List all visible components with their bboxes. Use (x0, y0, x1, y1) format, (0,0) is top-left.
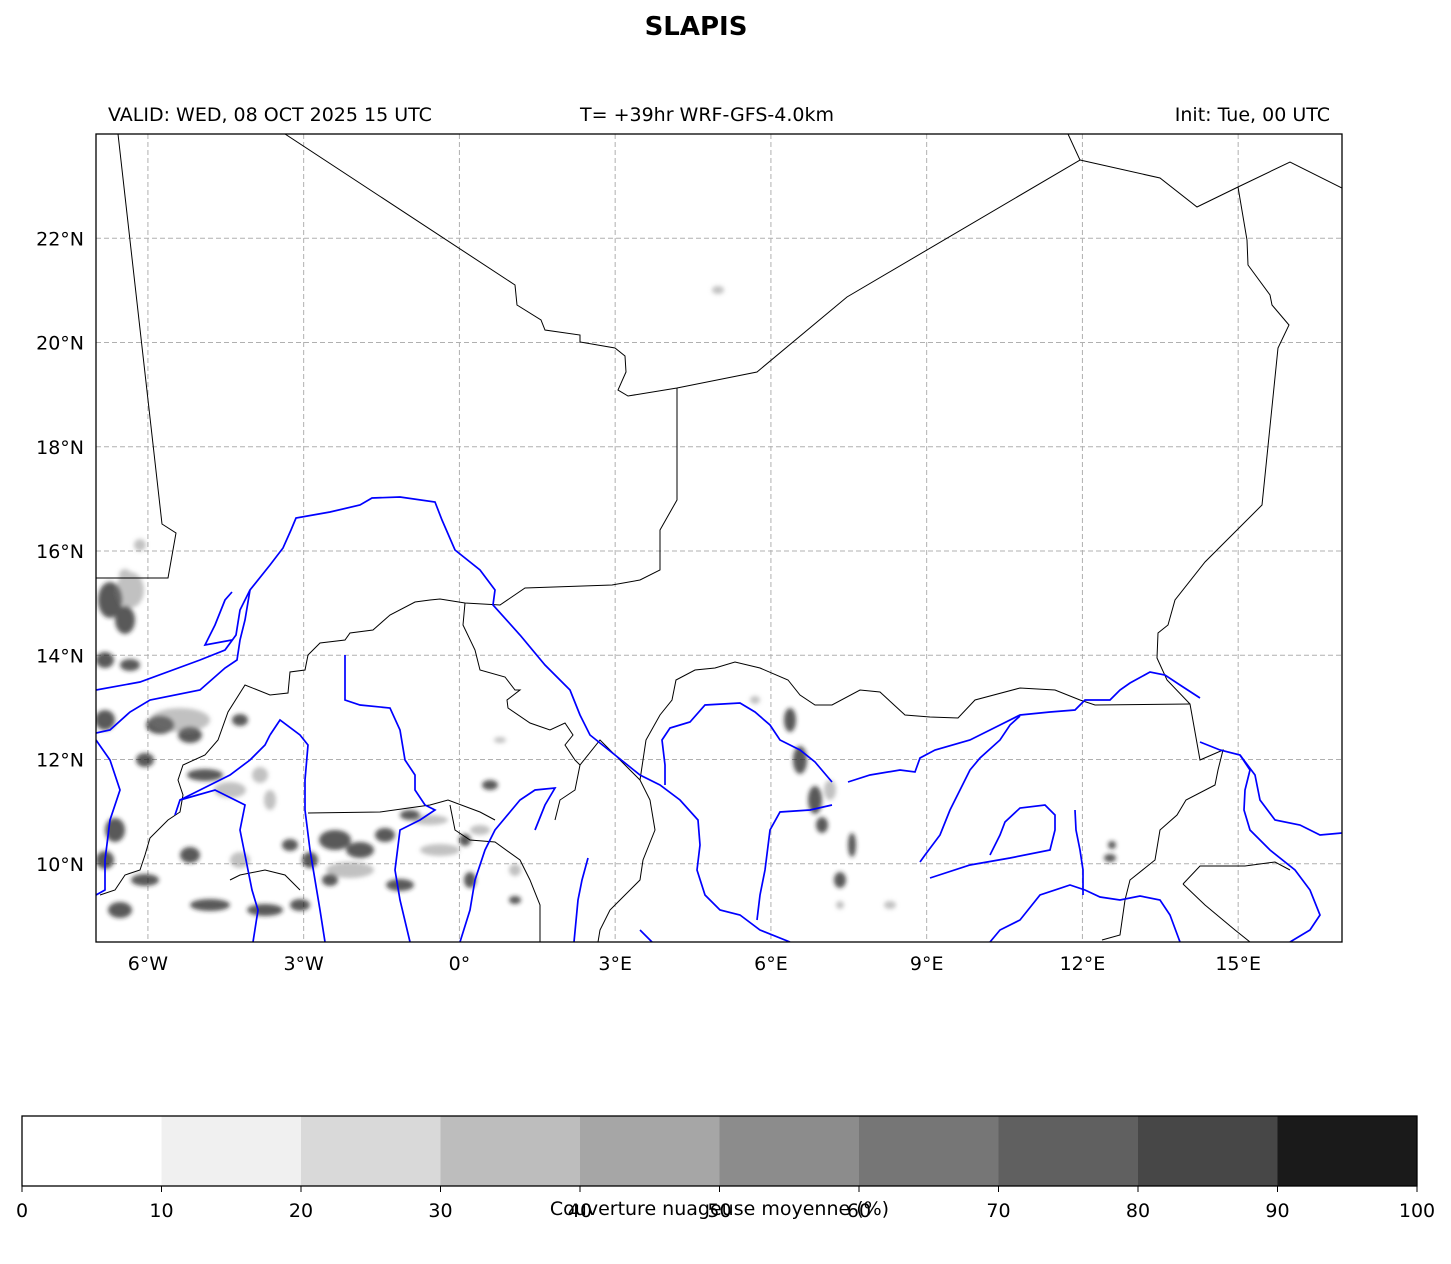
colorbar-tick-label: 0 (16, 1200, 28, 1222)
colorbar-segment (998, 1116, 1139, 1186)
country-borders (96, 134, 1342, 942)
colorbar-tick-label: 30 (428, 1200, 452, 1222)
colorbar-tick-label: 50 (707, 1200, 731, 1222)
lon-tick-label: 6°W (128, 953, 169, 975)
lat-tick-label: 22°N (36, 228, 84, 250)
colorbar-segment (301, 1116, 441, 1186)
colorbar-segment (719, 1116, 860, 1186)
colorbar-segment (580, 1116, 720, 1186)
colorbar: 0 10 20 30 40 50 60 70 80 90 100 (16, 1115, 1435, 1222)
colorbar-segment (1138, 1116, 1278, 1186)
colorbar-segment (859, 1116, 999, 1186)
lon-tick-label: 0° (449, 953, 471, 975)
colorbar-tick-label: 70 (986, 1200, 1010, 1222)
lon-tick-label: 9°E (910, 953, 944, 975)
colorbar-tick-label: 100 (1399, 1200, 1435, 1222)
longitude-labels: 6°W 3°W 0° 3°E 6°E 9°E 12°E 15°E (128, 953, 1261, 975)
lon-tick-label: 3°W (283, 953, 324, 975)
lon-tick-label: 12°E (1060, 953, 1106, 975)
map-frame (95, 133, 1343, 943)
lat-tick-label: 10°N (36, 854, 84, 876)
colorbar-segment (161, 1116, 302, 1186)
lat-tick-label: 18°N (36, 437, 84, 459)
gridlines (96, 134, 1342, 942)
cloud-cover-field (96, 286, 1116, 918)
colorbar-tick-label: 40 (568, 1200, 592, 1222)
rivers (96, 496, 1342, 942)
colorbar-tick-label: 10 (149, 1200, 173, 1222)
colorbar-segment (22, 1116, 162, 1186)
lon-tick-label: 6°E (754, 953, 788, 975)
colorbar-tick-label: 90 (1265, 1200, 1289, 1222)
colorbar-label: Couverture nuageuse moyenne (%) (549, 1198, 890, 1220)
valid-time: VALID: WED, 08 OCT 2025 15 UTC (108, 104, 432, 126)
colorbar-segment (440, 1116, 581, 1186)
forecast-run: T= +39hr WRF-GFS-4.0km (580, 104, 834, 126)
colorbar-segment (1277, 1116, 1418, 1186)
colorbar-tick-label: 20 (289, 1200, 313, 1222)
latitude-labels: 22°N 20°N 18°N 16°N 14°N 12°N 10°N (36, 228, 84, 876)
colorbar-tick-label: 80 (1126, 1200, 1150, 1222)
init-time: Init: Tue, 00 UTC (1174, 104, 1330, 126)
colorbar-tick-label: 60 (847, 1200, 871, 1222)
lat-tick-label: 20°N (36, 333, 84, 355)
lon-tick-label: 15°E (1215, 953, 1261, 975)
lat-tick-label: 16°N (36, 541, 84, 563)
lat-tick-label: 14°N (36, 645, 84, 667)
lon-tick-label: 3°E (598, 953, 632, 975)
lat-tick-label: 12°N (36, 750, 84, 772)
map-title: SLAPIS (644, 12, 748, 42)
